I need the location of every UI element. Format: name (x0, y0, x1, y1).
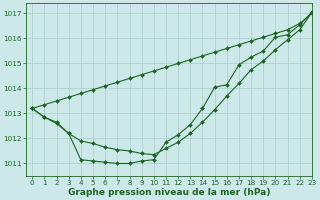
X-axis label: Graphe pression niveau de la mer (hPa): Graphe pression niveau de la mer (hPa) (68, 188, 270, 197)
